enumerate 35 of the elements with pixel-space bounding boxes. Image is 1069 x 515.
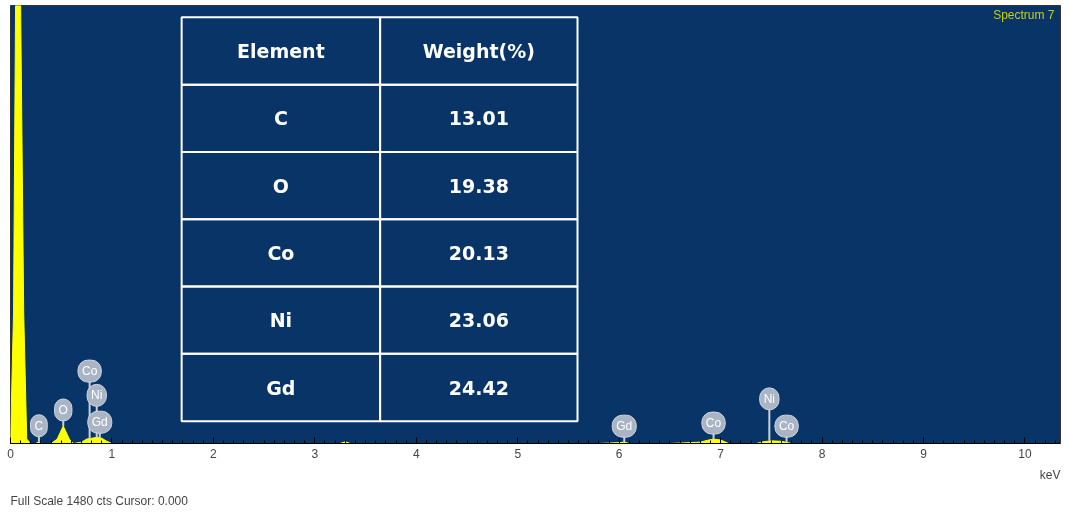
text: Full Scale 1480 cts Cursor: 0.000 [10, 493, 189, 508]
annotation: Ni [269, 309, 293, 332]
x-tick-label: 2 [210, 446, 218, 461]
annotation: Co [81, 364, 98, 379]
annotation: O [272, 174, 289, 197]
x-tick-label: 4 [412, 446, 420, 461]
annotation: Gd [91, 415, 108, 430]
annotation: 13.01 [448, 107, 509, 130]
annotation: 23.06 [448, 309, 509, 332]
annotation: Gd [616, 419, 633, 434]
x-tick-label: 3 [311, 446, 319, 461]
x-tick-label: 0 [7, 446, 15, 461]
annotation: 20.13 [448, 241, 509, 264]
annotation: 19.38 [448, 174, 509, 197]
annotation: Ni [91, 388, 103, 403]
annotation: Ni [763, 391, 776, 406]
annotation: Co [705, 416, 722, 431]
annotation: Element [237, 39, 325, 62]
annotation: Co [778, 419, 795, 434]
x-tick-label: 5 [514, 446, 522, 461]
x-tick-label: 10 [1018, 446, 1032, 461]
x-tick-label: 8 [818, 446, 826, 461]
annotation: C [273, 107, 288, 130]
x-tick-label: 9 [920, 446, 928, 461]
chart-title: Spectrum 7 [993, 7, 1055, 22]
x-axis-title: keV [1039, 467, 1061, 482]
annotation: C [34, 418, 44, 433]
annotation: 24.42 [448, 376, 509, 399]
annotation: Weight(%) [422, 39, 535, 62]
x-tick-label: 7 [717, 446, 725, 461]
x-tick-label: 6 [615, 446, 623, 461]
annotation: O [58, 402, 68, 417]
annotation: Gd [266, 376, 296, 399]
x-tick-label: 1 [108, 446, 116, 461]
annotation: Co [267, 241, 295, 264]
